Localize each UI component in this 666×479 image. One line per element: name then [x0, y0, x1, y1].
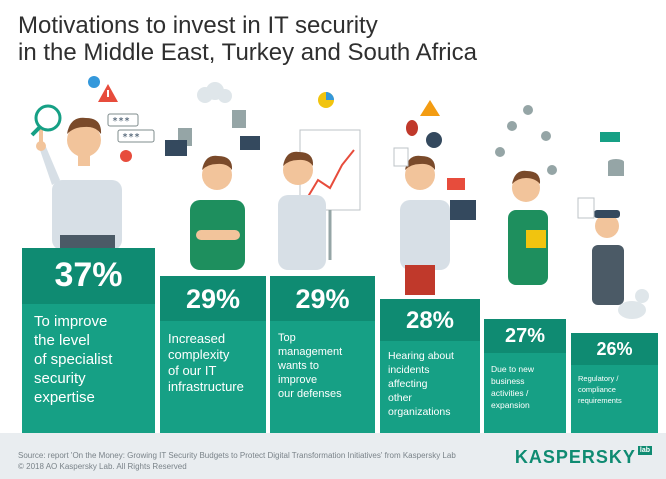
document-icon — [393, 147, 465, 190]
bar-1-text: To improve the level of specialist secur… — [34, 312, 112, 407]
logo-text: KASPERSKY — [514, 447, 636, 467]
chart-icon — [318, 92, 334, 108]
bar-5-text: Due to new business activities / expansi… — [491, 363, 534, 411]
bar-1-text-line: the level — [34, 332, 90, 349]
bar-6-text-line: Regulatory / — [578, 374, 619, 383]
bar-2-text-line: Increased — [168, 331, 226, 346]
bar-4-text-line: other — [388, 392, 412, 404]
bar-4-text: Hearing about incidents affecting other … — [388, 349, 454, 419]
bar-2-text: Increased complexity of our IT infrastru… — [168, 331, 244, 395]
skull-icon — [426, 132, 442, 148]
bar-5-text-line: expansion — [491, 400, 530, 410]
password-icon: *** *** — [107, 113, 155, 143]
bar-3: 29% Top management wants to improve our … — [270, 276, 375, 433]
source-note: Source: report 'On the Money: Growing IT… — [18, 451, 456, 460]
bar-2-percent: 29% — [185, 284, 241, 314]
svg-text:***: *** — [122, 132, 140, 143]
footer: Source: report 'On the Money: Growing IT… — [0, 433, 666, 479]
bar-6-text-line: requirements — [578, 396, 622, 405]
server-icon — [178, 110, 246, 146]
bar-3-text-line: wants to — [278, 360, 319, 372]
bar-1-text-line: security — [34, 370, 86, 387]
warning-icon — [98, 84, 118, 102]
kaspersky-logo: KASPERSKY lab — [514, 446, 652, 468]
illustration: *** *** — [30, 76, 649, 319]
bar-3-text-line: improve — [278, 374, 318, 386]
bar-3-text-line: Top — [278, 332, 296, 344]
bug-icon — [406, 120, 418, 136]
database-icon — [577, 132, 624, 219]
bar-2-text-line: infrastructure — [168, 379, 244, 394]
bar-6-percent: 26% — [596, 339, 633, 359]
bar-1-text-line: expertise — [34, 389, 95, 406]
bar-1-text-line: To improve — [34, 313, 108, 330]
person-figure-2 — [190, 155, 245, 270]
bar-6-text-line: compliance — [578, 385, 616, 394]
bar-1-percent: 37% — [54, 256, 123, 294]
page-title: Motivations to invest in IT security in … — [18, 12, 658, 66]
person-figure-5 — [508, 170, 548, 285]
bar-2: 29% Increased complexity of our IT infra… — [160, 276, 266, 433]
logo-lab-badge: lab — [637, 446, 652, 455]
bar-4-percent: 28% — [405, 307, 455, 334]
bar-4: 28% Hearing about incidents affecting ot… — [380, 299, 480, 433]
title-line-2: in the Middle East, Turkey and South Afr… — [18, 39, 477, 66]
bar-6-text: Regulatory / compliance requirements — [578, 373, 622, 406]
bar-3-percent: 29% — [295, 284, 350, 314]
person-figure-6 — [592, 210, 649, 319]
bar-2-text-line: complexity — [168, 347, 230, 362]
person-figure-4 — [400, 155, 476, 295]
monitor-icon — [165, 136, 260, 156]
bar-5-percent: 27% — [504, 325, 546, 347]
bar-6: 26% Regulatory / compliance requirements — [571, 333, 658, 433]
bar-5: 27% Due to new business activities / exp… — [484, 319, 566, 433]
cloud-icon — [197, 82, 232, 103]
svg-text:***: *** — [112, 116, 130, 127]
person-figure-1 — [36, 117, 122, 255]
location-pin-icon — [495, 105, 557, 175]
bar-5-text-line: activities / — [491, 388, 529, 398]
bar-3-text-line: management — [278, 346, 343, 358]
bar-2-text-line: of our IT — [168, 363, 217, 378]
bar-3-text: Top management wants to improve our defe… — [278, 331, 342, 401]
bar-5-text-line: Due to new — [491, 364, 534, 374]
magnifier-icon — [30, 104, 62, 137]
bar-4-text-line: affecting — [388, 378, 428, 390]
warning-icon-2 — [420, 100, 440, 116]
bar-4-text-line: Hearing about — [388, 350, 454, 362]
bar-1-text-line: of specialist — [34, 351, 113, 368]
person-figure-3 — [278, 151, 326, 270]
copyright-note: © 2018 AO Kaspersky Lab. All Rights Rese… — [18, 462, 187, 471]
bar-4-text-line: incidents — [388, 364, 430, 376]
user-icon — [88, 76, 132, 162]
bar-1: 37% To improve the level of specialist s… — [22, 248, 155, 433]
bar-3-text-line: our defenses — [278, 388, 342, 400]
bar-5-text-line: business — [491, 376, 525, 386]
bar-4-text-line: organizations — [388, 406, 451, 418]
title-line-1: Motivations to invest in IT security — [18, 12, 378, 39]
